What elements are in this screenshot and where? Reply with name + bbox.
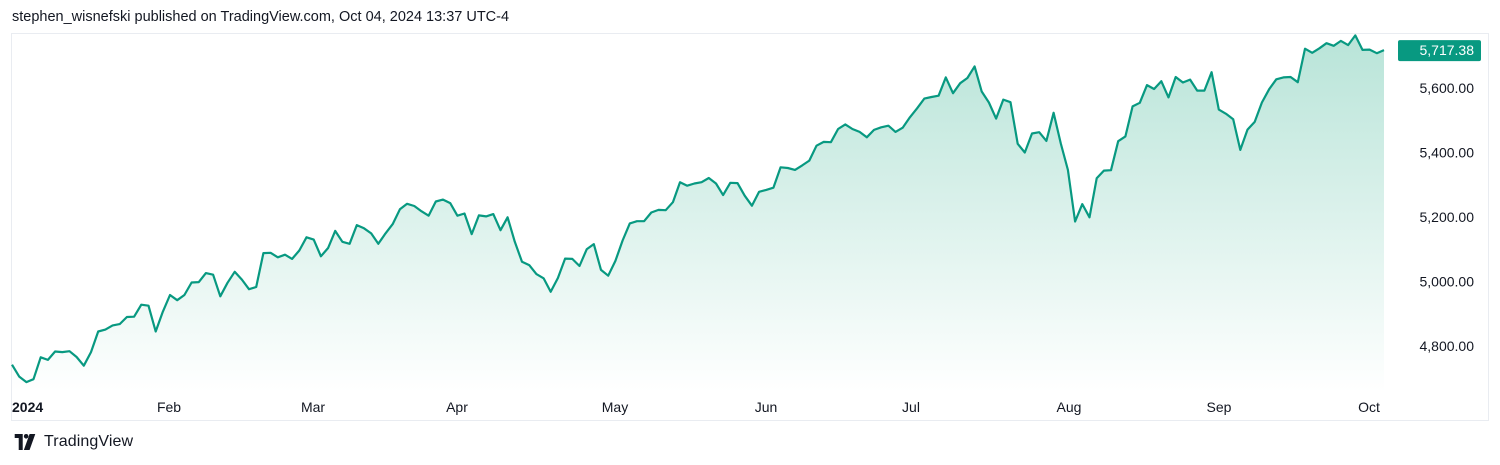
y-tick-label: 5,400.00 [1420,145,1475,161]
price-area-fill [12,35,1384,393]
tradingview-logo-icon [14,434,36,450]
price-area-chart[interactable]: 2024 Feb Mar Apr May Jun Jul Aug Sep Oct 5,600.00… [0,0,1500,425]
x-tick-label: Feb [157,399,181,415]
y-tick-label: 5,600.00 [1420,80,1475,96]
x-tick-label: Aug [1057,399,1082,415]
x-tick-label: Sep [1207,399,1232,415]
x-tick-label: 2024 [12,399,43,415]
x-tick-label: Oct [1358,399,1380,415]
x-tick-label: Mar [301,399,325,415]
footer-brand[interactable]: TradingView [12,433,133,451]
y-tick-label: 4,800.00 [1420,338,1475,354]
y-tick-label: 5,200.00 [1420,209,1475,225]
footer-brand-label: TradingView [44,433,134,450]
x-tick-label: Jun [755,399,778,415]
last-price-badge [1398,40,1481,62]
chart-panel [11,33,1489,421]
x-tick-label: Apr [446,399,468,415]
y-tick-label: 5,000.00 [1420,274,1475,290]
x-tick-label: May [602,399,628,415]
last-price-label: 5,717.38 [1420,42,1475,58]
x-tick-label: Jul [902,399,920,415]
attribution-text: stephen_wisnefski published on TradingVi… [12,9,510,25]
price-series-line[interactable] [11,34,1385,384]
